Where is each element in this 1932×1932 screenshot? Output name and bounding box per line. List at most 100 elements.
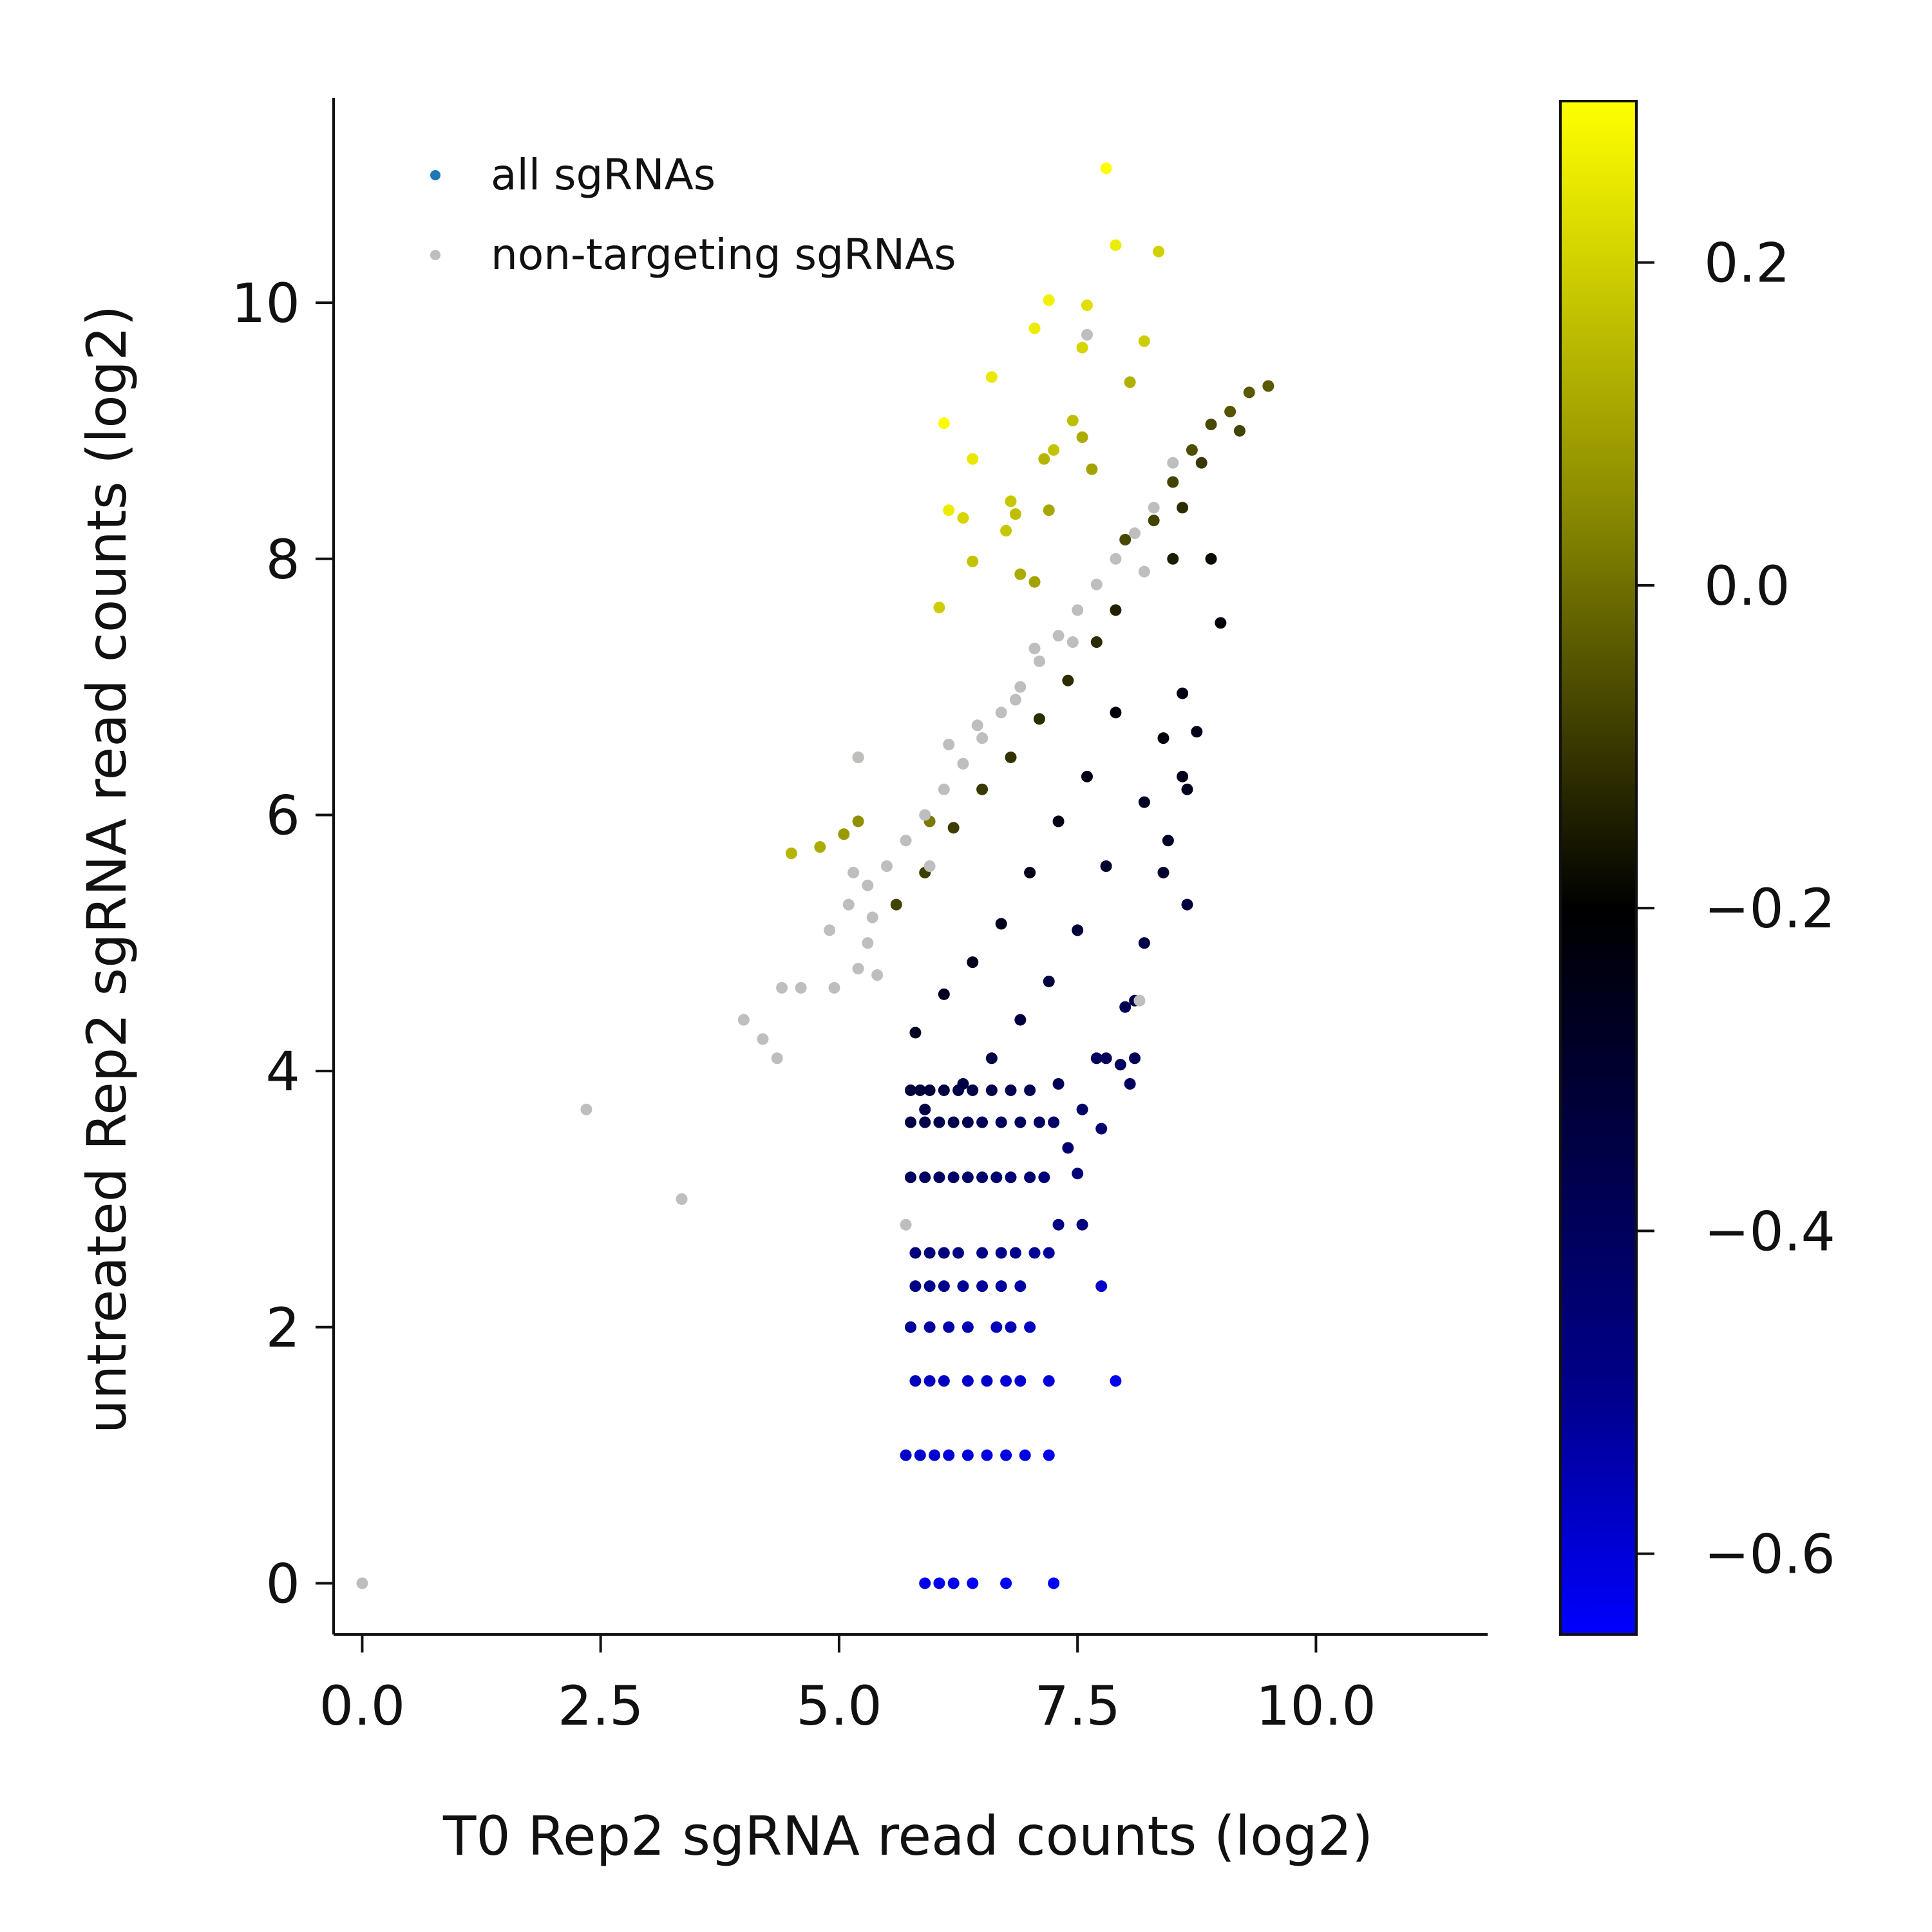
sgrna-point [1048,444,1060,456]
sgrna-point [1191,726,1203,738]
non-targeting-points [356,328,1179,1589]
sgrna-point [943,1449,955,1461]
sgrna-point [995,1280,1007,1293]
non-targeting-point [900,835,912,847]
sgrna-point [985,1084,998,1096]
non-targeting-point [828,981,840,994]
sgrna-point [1052,1078,1065,1090]
sgrna-point [1110,239,1122,251]
non-targeting-point [1066,636,1079,649]
sgrna-point [943,1321,955,1333]
sgrna-point [1181,898,1193,911]
sgrna-point [1000,525,1012,537]
sgrna-point [981,1375,993,1387]
sgrna-point [1129,1052,1141,1065]
sgrna-point [1014,1116,1027,1128]
sgrna-point [1100,860,1112,872]
non-targeting-point [1028,642,1041,654]
non-targeting-point [1090,578,1103,591]
sgrna-point [1028,576,1041,588]
sgrna-point [905,1116,916,1128]
sgrna-point [961,1449,974,1461]
sgrna-point [952,1247,965,1259]
y-tick-label: 8 [266,528,300,591]
sgrna-point [976,1247,989,1259]
sgrna-point [1052,815,1065,828]
sgrna-point [1090,1052,1103,1065]
sgrna-point [900,1449,912,1461]
non-targeting-point [862,937,874,949]
sgrna-point [919,1116,931,1128]
sgrna-point [947,822,960,834]
sgrna-point [1043,504,1055,516]
sgrna-point [1028,322,1041,334]
sgrna-point [1005,1084,1017,1096]
sgrna-point [1157,866,1170,878]
colorbar-ticks: 0.2 0.0 −0.2 −0.4 −0.6 [1636,232,1835,1586]
sgrna-point [1177,687,1189,699]
sgrna-point [1157,732,1170,744]
sgrna-point [919,1171,931,1184]
sgrna-point [1138,937,1150,949]
sgrna-point [914,1084,926,1096]
sgrna-point [1019,1449,1031,1461]
non-targeting-point [824,924,836,936]
sgrna-point [1138,335,1150,347]
sgrna-point [929,1449,941,1461]
sgrna-point [1177,770,1189,782]
sgrna-point [909,1280,922,1293]
sgrna-point [1095,1280,1108,1293]
sgrna-point [1186,444,1198,456]
sgrna-point [981,1449,993,1461]
sgrna-point [933,1116,945,1128]
sgrna-point [985,371,998,383]
sgrna-point [1024,1321,1036,1333]
non-targeting-point [938,783,950,795]
sgrna-point [1024,1171,1036,1184]
sgrna-point [1066,415,1079,427]
non-targeting-point [1009,694,1021,706]
sgrna-point [909,1027,922,1039]
sgrna-point [1195,457,1208,469]
sgrna-point [957,512,969,524]
sgrna-point [1181,783,1193,795]
non-targeting-point [852,751,864,763]
sgrna-point [967,956,979,969]
sgrna-point [990,1321,1003,1333]
sgrna-point [1076,1103,1088,1115]
sgrna-point [943,504,955,516]
sgrna-point [785,848,797,860]
colorbar-tick-label: −0.4 [1704,1200,1835,1263]
sgrna-point [938,1280,950,1293]
non-targeting-point [976,732,989,744]
sgrna-point [947,1171,960,1184]
non-targeting-point [943,739,955,751]
non-targeting-point [1014,681,1027,693]
sgrna-point [1014,568,1027,580]
sgrna-point [1000,1375,1012,1387]
legend-marker-all-sgrnas [430,170,440,180]
sgrna-point [905,1321,916,1333]
non-targeting-point [737,1014,750,1026]
y-tick-label: 10 [231,272,300,335]
sgrna-point [1167,476,1179,488]
x-tick-label: 7.5 [1034,1674,1121,1738]
sgrna-point [1038,453,1050,465]
sgrna-point [1005,1171,1017,1184]
colorbar-tick-label: −0.2 [1704,877,1835,940]
sgrna-point [967,555,979,567]
sgrna-point [814,841,826,853]
legend: all sgRNAs non-targeting sgRNAs [430,150,956,279]
non-targeting-point [862,879,874,891]
sgrna-point [1110,1375,1122,1387]
sgrna-point [890,898,902,911]
y-tick-label: 6 [266,784,300,847]
non-targeting-point [871,969,884,981]
sgrna-point [852,815,864,828]
sgrna-point [976,1280,989,1293]
sgrna-point [923,1321,936,1333]
colorbar-tick-label: −0.6 [1704,1523,1835,1586]
non-targeting-point [1072,604,1084,616]
non-targeting-point [356,1577,368,1589]
